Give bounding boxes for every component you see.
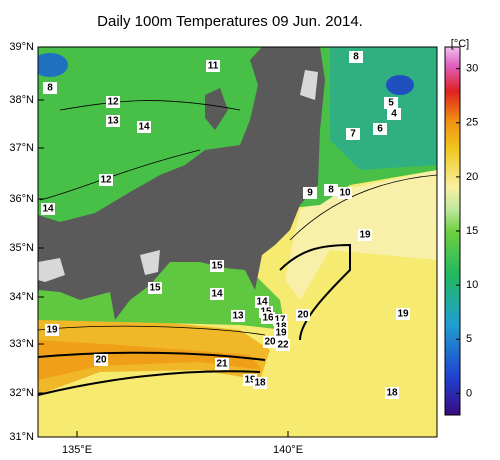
contour-label: 18 bbox=[254, 378, 266, 389]
contour-label: 20 bbox=[95, 355, 107, 366]
contour-label-box bbox=[148, 282, 162, 294]
contour-label: 8 bbox=[328, 185, 334, 196]
map-area bbox=[38, 47, 437, 437]
contour-label: 19 bbox=[46, 325, 58, 336]
contour-label: 21 bbox=[216, 359, 228, 370]
lat-label: 32°N bbox=[9, 387, 34, 399]
contour-label-box bbox=[274, 327, 288, 339]
contour-label-box bbox=[303, 187, 317, 199]
contour-label: 19 bbox=[244, 375, 256, 386]
contour-label-box bbox=[206, 60, 220, 72]
colorbar-tick-label: 25 bbox=[466, 117, 478, 129]
contour-label-box bbox=[338, 187, 352, 199]
contour-label: 11 bbox=[208, 61, 219, 72]
colorbar-tick-label: 15 bbox=[466, 225, 478, 237]
contour-label-box bbox=[215, 358, 229, 370]
contour-label: 17 bbox=[274, 315, 286, 326]
contour-label: 19 bbox=[397, 309, 409, 320]
contour-label-box bbox=[346, 128, 360, 140]
lat-label: 37°N bbox=[9, 142, 34, 154]
contour-label: 20 bbox=[264, 337, 276, 348]
contour-label: 14 bbox=[138, 122, 150, 133]
contour-label-box bbox=[43, 82, 57, 94]
contour-label: 5 bbox=[388, 98, 394, 109]
lat-label: 31°N bbox=[9, 431, 34, 443]
contour-label-box bbox=[276, 339, 290, 351]
contour-label-box bbox=[261, 312, 275, 324]
contour-label-box bbox=[106, 115, 120, 127]
contour-label-box bbox=[253, 377, 267, 389]
lat-label: 35°N bbox=[9, 242, 34, 254]
contour-label-box bbox=[94, 354, 108, 366]
map-frame bbox=[37, 46, 438, 438]
contour-label-box bbox=[210, 260, 224, 272]
colorbar-tick-label: 30 bbox=[466, 63, 478, 75]
contour-label: 22 bbox=[277, 340, 289, 351]
contour-label-box bbox=[349, 51, 363, 63]
contour-label-box bbox=[231, 310, 245, 322]
cold-eddy bbox=[386, 75, 414, 95]
lat-label: 34°N bbox=[9, 291, 34, 303]
contour-label: 20 bbox=[297, 310, 309, 321]
contour-label: 14 bbox=[42, 204, 54, 215]
contour-label-box bbox=[99, 174, 113, 186]
contour-label: 14 bbox=[256, 297, 268, 308]
no-data bbox=[38, 258, 65, 282]
cold-eddy bbox=[38, 53, 68, 77]
contour-label: 8 bbox=[47, 83, 53, 94]
contour-label: 19 bbox=[275, 328, 287, 339]
contour-label-box bbox=[358, 229, 372, 241]
no-data bbox=[140, 250, 160, 275]
contour-label-box bbox=[373, 123, 387, 135]
contour-label-box bbox=[387, 108, 401, 120]
oyashio-waters bbox=[330, 47, 437, 170]
lat-label: 36°N bbox=[9, 193, 34, 205]
contour-label-box bbox=[396, 308, 410, 320]
contour-label-box bbox=[106, 96, 120, 108]
contour-label: 19 bbox=[359, 230, 371, 241]
contour-label: 9 bbox=[307, 188, 313, 199]
lon-label: 135°E bbox=[62, 444, 92, 456]
contour-label-box bbox=[45, 324, 59, 336]
contour-label-box bbox=[41, 203, 55, 215]
colorbar-unit: [°C] bbox=[451, 38, 469, 50]
contour-label-box bbox=[210, 288, 224, 300]
contour-label-box bbox=[296, 309, 310, 321]
contour-label: 15 bbox=[211, 261, 223, 272]
contour-label: 13 bbox=[232, 311, 244, 322]
contour-label: 4 bbox=[391, 109, 397, 120]
contour-label: 7 bbox=[350, 129, 356, 140]
contour-label: 13 bbox=[107, 116, 119, 127]
contour-label: 6 bbox=[377, 124, 383, 135]
colorbar-tick-label: 10 bbox=[466, 279, 478, 291]
contour-label-box bbox=[324, 184, 338, 196]
lat-label: 38°N bbox=[9, 94, 34, 106]
contour-label: 12 bbox=[100, 175, 112, 186]
contour-label-box bbox=[263, 336, 277, 348]
colorbar-tick-label: 0 bbox=[466, 387, 472, 399]
contour-label: 10 bbox=[339, 188, 351, 199]
contour-label: 14 bbox=[211, 289, 223, 300]
land bbox=[38, 47, 325, 320]
contour-line bbox=[38, 100, 437, 336]
contour-label: 12 bbox=[107, 97, 119, 108]
contour-label: 15 bbox=[149, 283, 161, 294]
contour-label-box bbox=[255, 296, 269, 308]
colorbar-tick-label: 5 bbox=[466, 333, 472, 345]
contour-label-box bbox=[384, 97, 398, 109]
contour-label: 8 bbox=[353, 52, 359, 63]
contour-label-box bbox=[137, 121, 151, 133]
contour-label: 16 bbox=[262, 313, 274, 324]
lon-label: 140°E bbox=[273, 444, 303, 456]
land bbox=[205, 88, 228, 130]
contour-label-box bbox=[385, 387, 399, 399]
warm-core bbox=[38, 340, 262, 380]
lat-label: 33°N bbox=[9, 338, 34, 350]
colorbar-tick-label: 20 bbox=[466, 171, 478, 183]
no-data bbox=[300, 70, 318, 100]
title: Daily 100m Temperatures 09 Jun. 2014. bbox=[97, 13, 363, 30]
lat-label: 39°N bbox=[9, 41, 34, 53]
contour-label: 18 bbox=[386, 388, 398, 399]
